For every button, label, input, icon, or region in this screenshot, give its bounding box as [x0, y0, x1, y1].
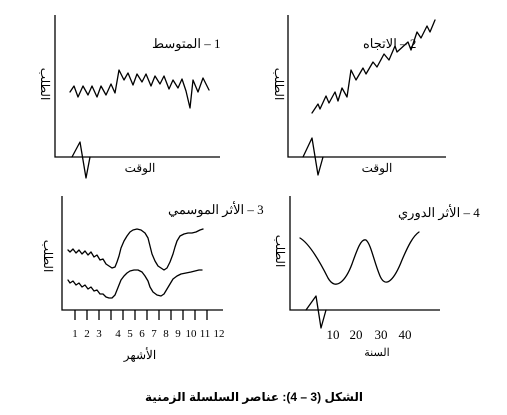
x-axis-ticks — [74, 310, 208, 320]
tick-label: 5 — [127, 328, 133, 340]
figure-caption: الشكل (3 – 4): عناصر السلسلة الزمنية — [145, 390, 363, 404]
axes — [289, 196, 440, 311]
tick-label: 10 — [327, 327, 340, 342]
axes — [54, 15, 220, 158]
series-line — [299, 231, 420, 285]
tick-label: 11 — [200, 328, 211, 340]
lower-series-line — [67, 269, 203, 299]
series-line — [311, 19, 436, 114]
tick-label: 12 — [214, 328, 225, 340]
y-axis-label: الطلب — [273, 235, 287, 268]
panel-average: 1 – المتوسط الطلب الوقت — [38, 15, 220, 179]
panel-title: 3 – الأثر الموسمي — [168, 201, 264, 218]
y-axis-label: الطلب — [41, 240, 55, 273]
tick-label: 20 — [350, 327, 363, 342]
x-axis-label: الوقت — [362, 161, 393, 175]
origin-spike — [305, 295, 327, 329]
origin-spike — [302, 137, 324, 176]
upper-series-line — [67, 228, 204, 271]
x-axis-tick-labels: 10 20 30 40 — [327, 327, 412, 342]
tick-label: 10 — [186, 328, 198, 340]
tick-label: 1 — [72, 328, 78, 340]
origin-spike — [71, 141, 91, 179]
panel-trend: 2 – الاتجاه الطلب الوقت — [272, 15, 446, 176]
tick-label: 3 — [96, 328, 102, 340]
tick-label: 9 — [175, 328, 181, 340]
tick-label: 40 — [399, 327, 412, 342]
axes — [287, 15, 446, 158]
x-axis-label: الأشهر — [123, 347, 156, 362]
panel-title: 1 – المتوسط — [152, 36, 220, 52]
x-axis-label: السنة — [364, 347, 389, 359]
panel-seasonal: 3 – الأثر الموسمي الطلب 1 2 3 4 5 6 7 8 … — [41, 196, 264, 362]
x-axis-label: الوقت — [125, 161, 156, 175]
tick-label: 2 — [84, 328, 90, 340]
tick-label: 30 — [375, 327, 388, 342]
series-line — [69, 69, 210, 109]
y-axis-label: الطلب — [272, 68, 286, 101]
x-axis-tick-labels: 1 2 3 4 5 6 7 8 9 10 11 12 — [72, 328, 224, 340]
panel-cyclical: 4 – الأثر الدوري الطلب 10 20 30 40 السنة — [273, 196, 480, 359]
panel-title: 4 – الأثر الدوري — [398, 204, 480, 221]
tick-label: 6 — [139, 328, 145, 340]
axes — [61, 196, 223, 311]
tick-label: 7 — [151, 328, 157, 340]
tick-label: 8 — [163, 328, 169, 340]
y-axis-label: الطلب — [38, 68, 52, 101]
tick-label: 4 — [115, 328, 121, 340]
